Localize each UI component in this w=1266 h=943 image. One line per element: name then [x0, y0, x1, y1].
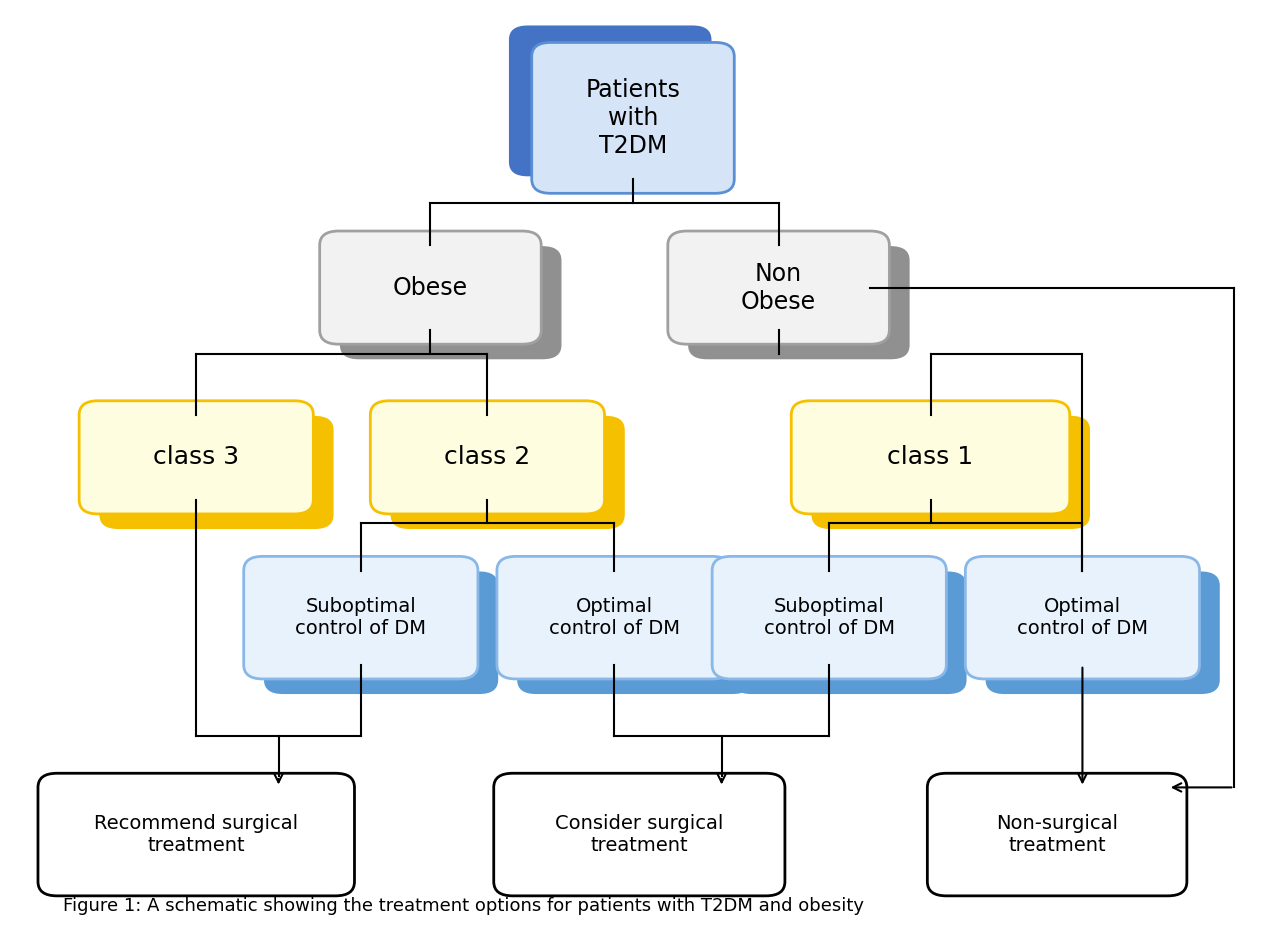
- Text: class 2: class 2: [444, 445, 530, 470]
- Text: Non
Obese: Non Obese: [741, 262, 817, 313]
- Text: Recommend surgical
treatment: Recommend surgical treatment: [94, 814, 299, 855]
- FancyBboxPatch shape: [263, 571, 498, 694]
- Text: Suboptimal
control of DM: Suboptimal control of DM: [763, 597, 895, 638]
- FancyBboxPatch shape: [509, 25, 711, 176]
- Text: Optimal
control of DM: Optimal control of DM: [548, 597, 680, 638]
- FancyBboxPatch shape: [496, 556, 730, 679]
- FancyBboxPatch shape: [985, 571, 1219, 694]
- Text: Non-surgical
treatment: Non-surgical treatment: [996, 814, 1118, 855]
- FancyBboxPatch shape: [532, 42, 734, 193]
- FancyBboxPatch shape: [668, 231, 889, 344]
- Text: class 3: class 3: [153, 445, 239, 470]
- FancyBboxPatch shape: [711, 556, 947, 679]
- Text: class 1: class 1: [887, 445, 974, 470]
- Text: Consider surgical
treatment: Consider surgical treatment: [556, 814, 723, 855]
- FancyBboxPatch shape: [370, 401, 605, 514]
- Text: Suboptimal
control of DM: Suboptimal control of DM: [295, 597, 427, 638]
- FancyBboxPatch shape: [732, 571, 967, 694]
- Text: Obese: Obese: [392, 275, 468, 300]
- FancyBboxPatch shape: [812, 416, 1090, 529]
- Text: Optimal
control of DM: Optimal control of DM: [1017, 597, 1148, 638]
- FancyBboxPatch shape: [78, 401, 313, 514]
- FancyBboxPatch shape: [390, 416, 624, 529]
- FancyBboxPatch shape: [927, 773, 1186, 896]
- FancyBboxPatch shape: [494, 773, 785, 896]
- FancyBboxPatch shape: [38, 773, 354, 896]
- FancyBboxPatch shape: [517, 571, 751, 694]
- FancyBboxPatch shape: [243, 556, 477, 679]
- FancyBboxPatch shape: [965, 556, 1200, 679]
- FancyBboxPatch shape: [689, 246, 909, 359]
- Text: Patients
with
T2DM: Patients with T2DM: [586, 78, 680, 157]
- FancyBboxPatch shape: [99, 416, 334, 529]
- FancyBboxPatch shape: [791, 401, 1070, 514]
- Text: Figure 1: A schematic showing the treatment options for patients with T2DM and o: Figure 1: A schematic showing the treatm…: [63, 897, 865, 915]
- FancyBboxPatch shape: [319, 231, 542, 344]
- FancyBboxPatch shape: [339, 246, 562, 359]
